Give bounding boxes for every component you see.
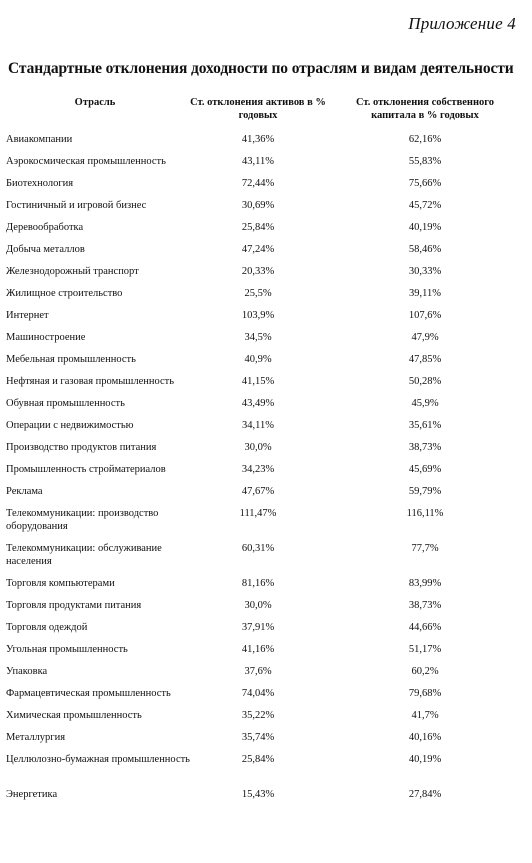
assets-deviation: 30,0%: [244, 442, 272, 453]
equity-deviation: 51,17%: [408, 644, 442, 655]
equity-deviation: 38,73%: [408, 442, 442, 453]
assets-deviation: 25,84%: [241, 222, 275, 233]
assets-deviation: 111,47%: [239, 508, 277, 519]
equity-deviation: 45,72%: [408, 200, 442, 211]
equity-deviation: 77,7%: [411, 543, 439, 554]
industry-name: Нефтяная и газовая промышленность: [6, 376, 175, 387]
assets-deviation: 35,74%: [241, 732, 275, 743]
assets-deviation: 43,11%: [242, 156, 274, 167]
equity-deviation: 47,85%: [408, 354, 442, 365]
column-header-assets: Ст. отклонения активов в % годовых: [190, 97, 326, 121]
assets-deviation: 103,9%: [241, 310, 275, 321]
assets-deviation: 20,33%: [241, 266, 275, 277]
industry-name: Торговля продуктами питания: [6, 600, 142, 611]
assets-deviation: 34,23%: [241, 464, 275, 475]
equity-deviation: 79,68%: [408, 688, 442, 699]
equity-deviation: 35,61%: [408, 420, 442, 431]
equity-deviation: 27,84%: [408, 789, 442, 800]
assets-deviation: 41,36%: [241, 134, 275, 145]
equity-deviation: 58,46%: [408, 244, 442, 255]
column-header-industry: Отрасль: [74, 97, 116, 108]
industry-name: Угольная промышленность: [6, 644, 128, 655]
equity-deviation: 59,79%: [408, 486, 442, 497]
industry-name: Телекоммуникации: производство оборудова…: [6, 508, 159, 532]
industry-name: Промышленность стройматериалов: [6, 464, 166, 475]
industry-name: Жилищное строительство: [6, 288, 123, 299]
equity-deviation: 41,7%: [411, 710, 439, 721]
industry-name: Деревообработка: [6, 222, 84, 233]
industry-name: Мебельная промышленность: [6, 354, 136, 365]
assets-deviation: 37,6%: [244, 666, 272, 677]
assets-deviation: 41,15%: [241, 376, 275, 387]
industry-name: Упаковка: [6, 666, 48, 677]
industry-name: Машиностроение: [6, 332, 86, 343]
equity-deviation: 40,19%: [408, 222, 442, 233]
equity-deviation: 55,83%: [408, 156, 442, 167]
assets-deviation: 25,5%: [244, 288, 272, 299]
industry-name: Телекоммуникации: обслуживание населения: [6, 543, 162, 567]
document-title: Стандартные отклонения доходности по отр…: [8, 60, 514, 77]
assets-deviation: 74,04%: [241, 688, 275, 699]
assets-deviation: 40,9%: [244, 354, 272, 365]
industry-name: Обувная промышленность: [6, 398, 125, 409]
assets-deviation: 43,49%: [241, 398, 275, 409]
equity-deviation: 39,11%: [409, 288, 441, 299]
industry-name: Гостиничный и игровой бизнес: [6, 200, 147, 211]
industry-name: Торговля компьютерами: [6, 578, 115, 589]
assets-deviation: 47,24%: [241, 244, 275, 255]
equity-deviation: 116,11%: [406, 508, 444, 519]
assets-deviation: 25,84%: [241, 754, 275, 765]
equity-deviation: 44,66%: [408, 622, 442, 633]
assets-deviation: 81,16%: [241, 578, 275, 589]
industry-name: Железнодорожный транспорт: [6, 266, 139, 277]
industry-name: Авиакомпании: [6, 134, 73, 145]
equity-deviation: 107,6%: [408, 310, 442, 321]
industry-name: Химическая промышленность: [6, 710, 142, 721]
assets-deviation: 30,69%: [241, 200, 275, 211]
equity-deviation: 40,19%: [408, 754, 442, 765]
assets-deviation: 15,43%: [241, 789, 275, 800]
assets-deviation: 47,67%: [241, 486, 275, 497]
equity-deviation: 83,99%: [408, 578, 442, 589]
industry-name: Биотехнология: [6, 178, 74, 189]
equity-deviation: 47,9%: [411, 332, 439, 343]
equity-deviation: 45,9%: [411, 398, 439, 409]
industry-name: Целлюлозно-бумажная промышленность: [6, 754, 190, 765]
assets-deviation: 30,0%: [244, 600, 272, 611]
equity-deviation: 40,16%: [408, 732, 442, 743]
assets-deviation: 72,44%: [241, 178, 275, 189]
equity-deviation: 30,33%: [408, 266, 442, 277]
industry-name: Интернет: [6, 310, 49, 321]
industry-name: Аэрокосмическая промышленность: [6, 156, 166, 167]
assets-deviation: 37,91%: [241, 622, 275, 633]
assets-deviation: 34,5%: [244, 332, 272, 343]
equity-deviation: 50,28%: [408, 376, 442, 387]
assets-deviation: 35,22%: [241, 710, 275, 721]
industry-name: Фармацевтическая промышленность: [6, 688, 171, 699]
industry-name: Энергетика: [6, 789, 58, 800]
industry-name: Производство продуктов питания: [6, 442, 157, 453]
assets-deviation: 60,31%: [241, 543, 275, 554]
industry-name: Металлургия: [6, 732, 66, 743]
equity-deviation: 75,66%: [408, 178, 442, 189]
appendix-label: Приложение 4: [408, 14, 516, 33]
equity-deviation: 62,16%: [408, 134, 442, 145]
equity-deviation: 45,69%: [408, 464, 442, 475]
industry-name: Реклама: [6, 486, 43, 497]
assets-deviation: 41,16%: [241, 644, 275, 655]
industry-name: Торговля одеждой: [6, 622, 88, 633]
equity-deviation: 60,2%: [411, 666, 439, 677]
assets-deviation: 34,11%: [242, 420, 274, 431]
equity-deviation: 38,73%: [408, 600, 442, 611]
industry-name: Операции с недвижимостью: [6, 420, 134, 431]
industry-name: Добыча металлов: [6, 244, 85, 255]
column-header-equity: Ст. отклонения собственного капитала в %…: [355, 97, 495, 121]
